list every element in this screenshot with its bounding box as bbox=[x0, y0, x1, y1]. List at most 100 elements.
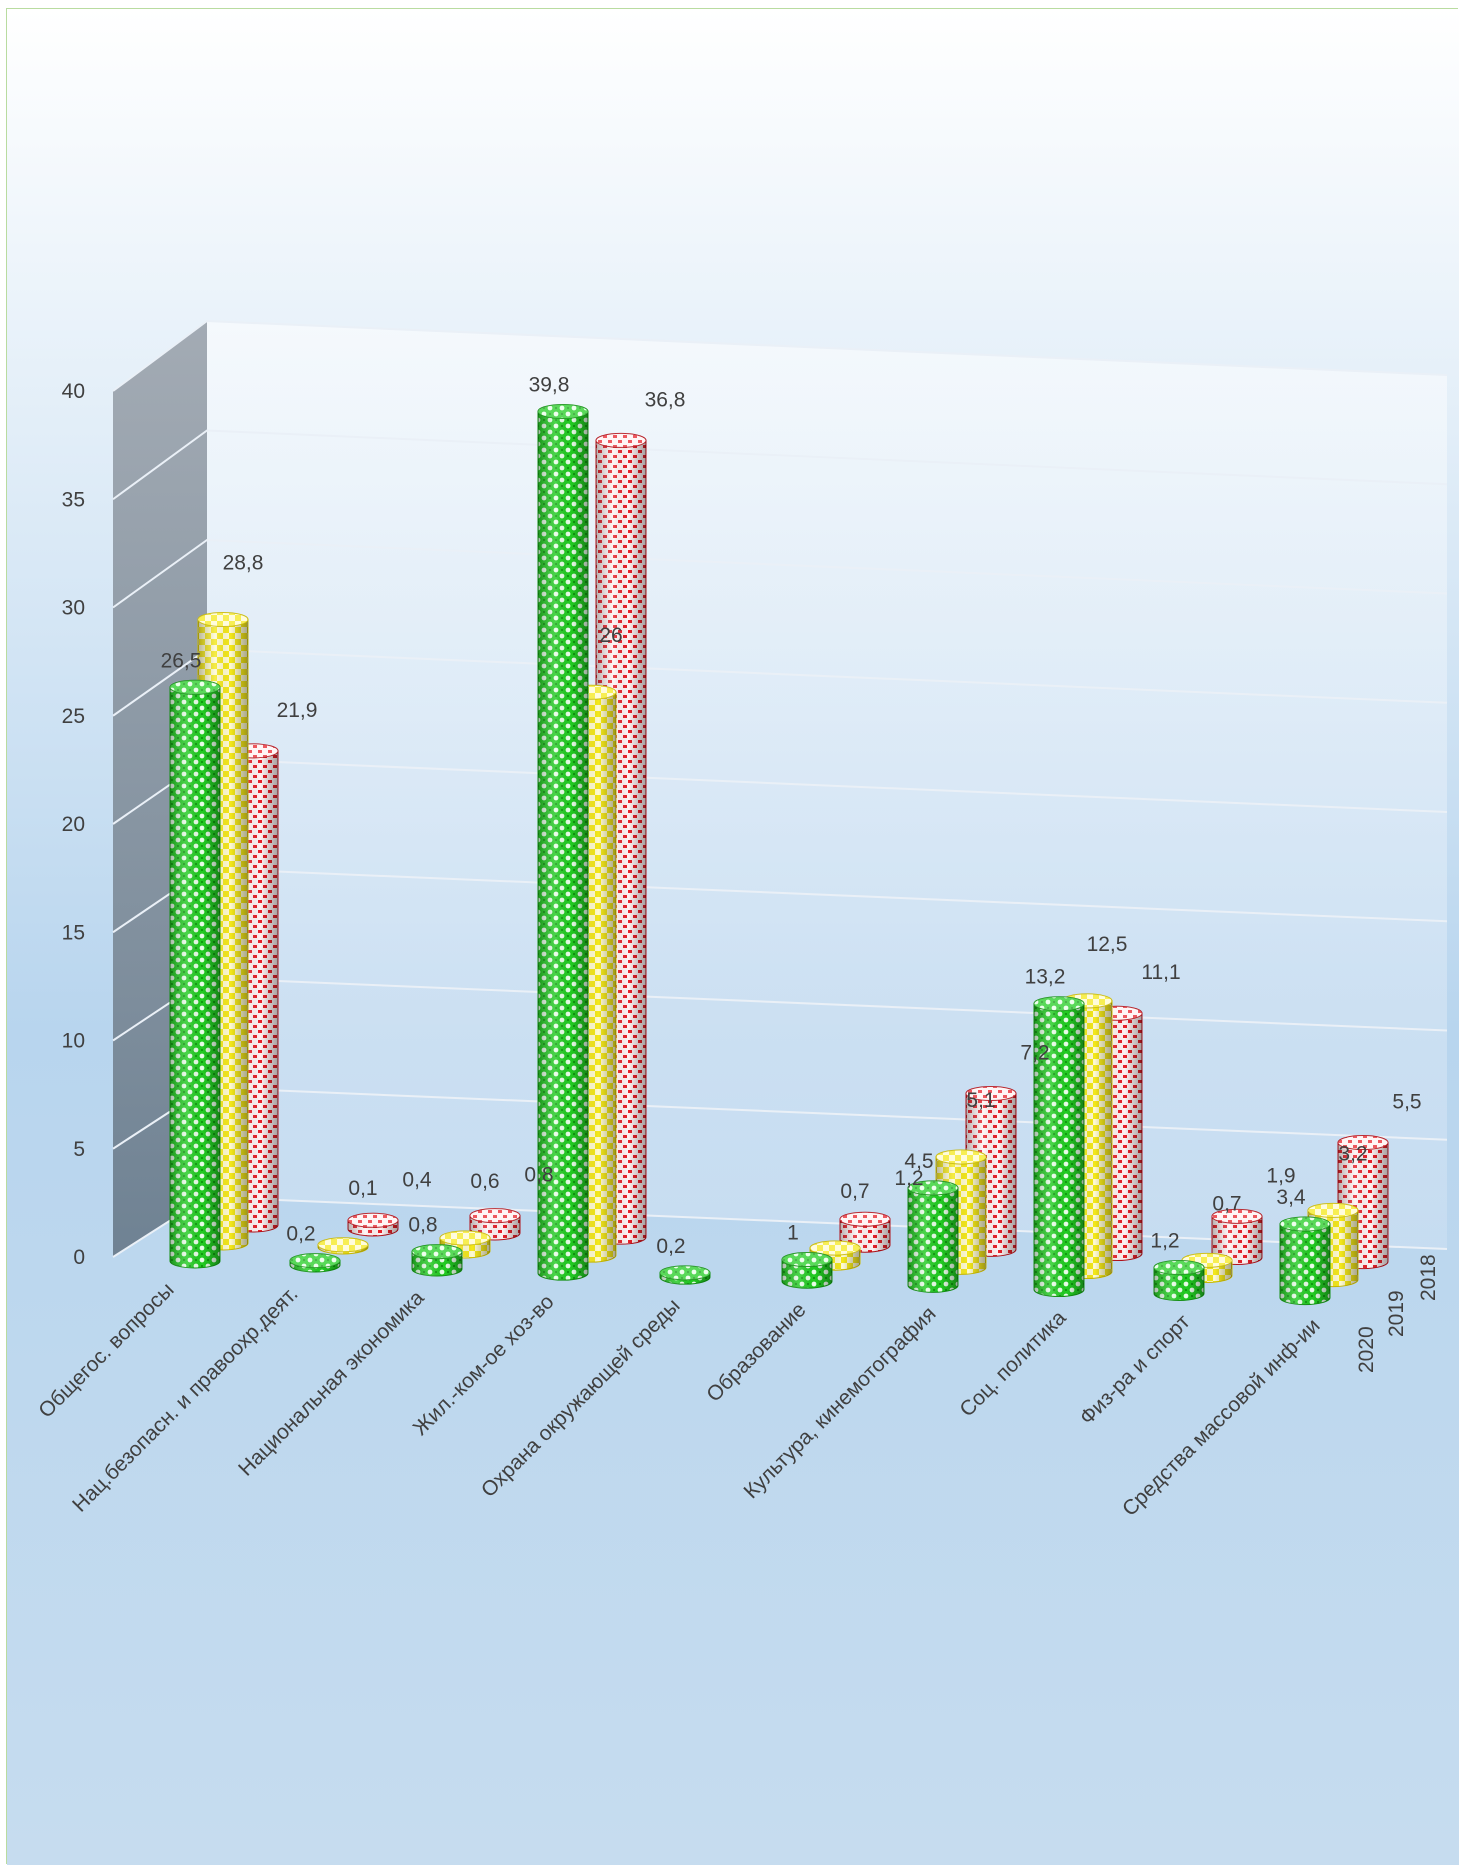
bar bbox=[1211, 1208, 1263, 1265]
data-label: 0,7 bbox=[1212, 1192, 1241, 1215]
bar-shade bbox=[1154, 1267, 1204, 1301]
bar-top bbox=[317, 1237, 369, 1253]
bar-shade bbox=[1212, 1216, 1262, 1265]
bar-top bbox=[289, 1253, 341, 1269]
bar bbox=[781, 1252, 833, 1289]
bar-top-highlight bbox=[538, 404, 588, 419]
bar-shade bbox=[170, 687, 220, 1268]
data-label: 5,1 bbox=[966, 1089, 995, 1112]
bar-top-highlight bbox=[1154, 1260, 1204, 1275]
gridline bbox=[112, 538, 1448, 609]
chart-walls bbox=[113, 321, 1447, 1257]
bar bbox=[289, 1253, 341, 1273]
bar-top bbox=[439, 1230, 491, 1246]
data-label: 36,8 bbox=[645, 388, 686, 411]
bar bbox=[1279, 1216, 1331, 1306]
data-label: 1,9 bbox=[1266, 1164, 1295, 1187]
bar-top bbox=[169, 679, 221, 695]
data-label: 26,5 bbox=[161, 649, 202, 672]
bar-top-highlight bbox=[1308, 1203, 1358, 1218]
bar-shade bbox=[538, 411, 588, 1281]
data-label: 11,1 bbox=[1141, 961, 1180, 984]
bar-top bbox=[935, 1149, 987, 1165]
bar-top-highlight bbox=[1034, 996, 1084, 1011]
bar-top bbox=[1153, 1259, 1205, 1275]
bar-top-highlight bbox=[840, 1212, 890, 1227]
data-label: 21,9 bbox=[277, 699, 318, 722]
bar-top bbox=[1033, 996, 1085, 1012]
data-label: 0,2 bbox=[656, 1235, 685, 1258]
bar-top-highlight bbox=[908, 1180, 958, 1195]
y-tick-label: 20 bbox=[62, 813, 85, 836]
bar-top-highlight bbox=[170, 680, 220, 695]
y-tick-label: 0 bbox=[73, 1246, 85, 1269]
bar-shade bbox=[1034, 1003, 1084, 1297]
bar bbox=[907, 1180, 959, 1293]
bar-top bbox=[1337, 1135, 1389, 1151]
bar-top bbox=[809, 1240, 861, 1256]
data-label: 0,2 bbox=[286, 1223, 315, 1246]
data-label: 0,6 bbox=[470, 1170, 499, 1193]
bar bbox=[411, 1244, 463, 1277]
series-depth-labels: 2020 2019 2018 bbox=[1355, 1254, 1440, 1373]
y-tick-label: 30 bbox=[62, 597, 85, 620]
data-label: 0,7 bbox=[840, 1180, 869, 1203]
bar-top-highlight bbox=[810, 1241, 860, 1256]
data-label: 5,5 bbox=[1392, 1091, 1421, 1114]
bar-top bbox=[907, 1180, 959, 1196]
data-label: 4,5 bbox=[904, 1150, 933, 1173]
bar bbox=[347, 1212, 399, 1237]
y-tick-label: 5 bbox=[73, 1138, 85, 1161]
bar-top-highlight bbox=[348, 1213, 398, 1228]
bar-top bbox=[347, 1212, 399, 1228]
bar-top-highlight bbox=[290, 1253, 340, 1268]
data-label: 7,2 bbox=[1020, 1041, 1049, 1064]
data-label: 1,2 bbox=[1150, 1229, 1179, 1252]
bar-top bbox=[965, 1085, 1017, 1101]
bar-top-highlight bbox=[966, 1086, 1016, 1101]
bar bbox=[537, 403, 589, 1281]
bar-top bbox=[781, 1252, 833, 1268]
chart-frame: 0 5 10 15 20 25 30 35 40 26,5 0,2 0,8 39,8 0,2 1 4,5 13… bbox=[6, 8, 1459, 1865]
bar-top-highlight bbox=[596, 433, 646, 448]
bar-top bbox=[839, 1211, 891, 1227]
data-label: 0,8 bbox=[524, 1164, 553, 1187]
bar-top-highlight bbox=[660, 1265, 710, 1280]
bar-shade bbox=[908, 1187, 958, 1293]
bar-top-highlight bbox=[198, 612, 248, 627]
bar bbox=[1153, 1259, 1205, 1301]
data-label: 0,4 bbox=[402, 1168, 432, 1191]
bar-top bbox=[595, 432, 647, 448]
data-label: 13,2 bbox=[1025, 966, 1066, 989]
bar bbox=[1033, 996, 1085, 1297]
y-tick-label: 25 bbox=[62, 705, 85, 728]
bars bbox=[169, 403, 1389, 1306]
bar bbox=[659, 1265, 711, 1285]
bar bbox=[317, 1237, 369, 1255]
bar-top bbox=[1307, 1202, 1359, 1218]
y-tick-label: 15 bbox=[62, 921, 85, 944]
data-label: 1,2 bbox=[894, 1167, 923, 1190]
bar-shade bbox=[782, 1259, 832, 1289]
bar-top bbox=[537, 403, 589, 419]
y-axis-ticks: 0 5 10 15 20 25 30 35 40 bbox=[62, 380, 85, 1269]
bar-top-highlight bbox=[1212, 1209, 1262, 1224]
gridline bbox=[112, 319, 1448, 392]
y-tick-label: 35 bbox=[62, 488, 85, 511]
data-label: 0,1 bbox=[348, 1177, 377, 1200]
bar-top-highlight bbox=[936, 1149, 986, 1164]
bar bbox=[439, 1230, 491, 1259]
bar-chart-3d: 0 5 10 15 20 25 30 35 40 26,5 0,2 0,8 39,8 0,2 1 4,5 13… bbox=[7, 9, 1459, 1865]
data-label: 0,8 bbox=[408, 1214, 437, 1237]
series-label: 2018 bbox=[1417, 1254, 1440, 1301]
bar-top-highlight bbox=[470, 1208, 520, 1223]
bar-top-highlight bbox=[440, 1230, 490, 1245]
bar-shade bbox=[1280, 1224, 1330, 1305]
bar-top-highlight bbox=[318, 1237, 368, 1252]
bar-top bbox=[197, 611, 249, 627]
data-label: 39,8 bbox=[529, 373, 570, 396]
series-label: 2019 bbox=[1385, 1290, 1408, 1337]
y-tick-label: 40 bbox=[62, 380, 85, 403]
data-labels: 26,5 0,2 0,8 39,8 0,2 1 4,5 13,2 1,2 3,4 28,8 0,1 0,… bbox=[161, 373, 1422, 1257]
gridline bbox=[112, 429, 1448, 501]
